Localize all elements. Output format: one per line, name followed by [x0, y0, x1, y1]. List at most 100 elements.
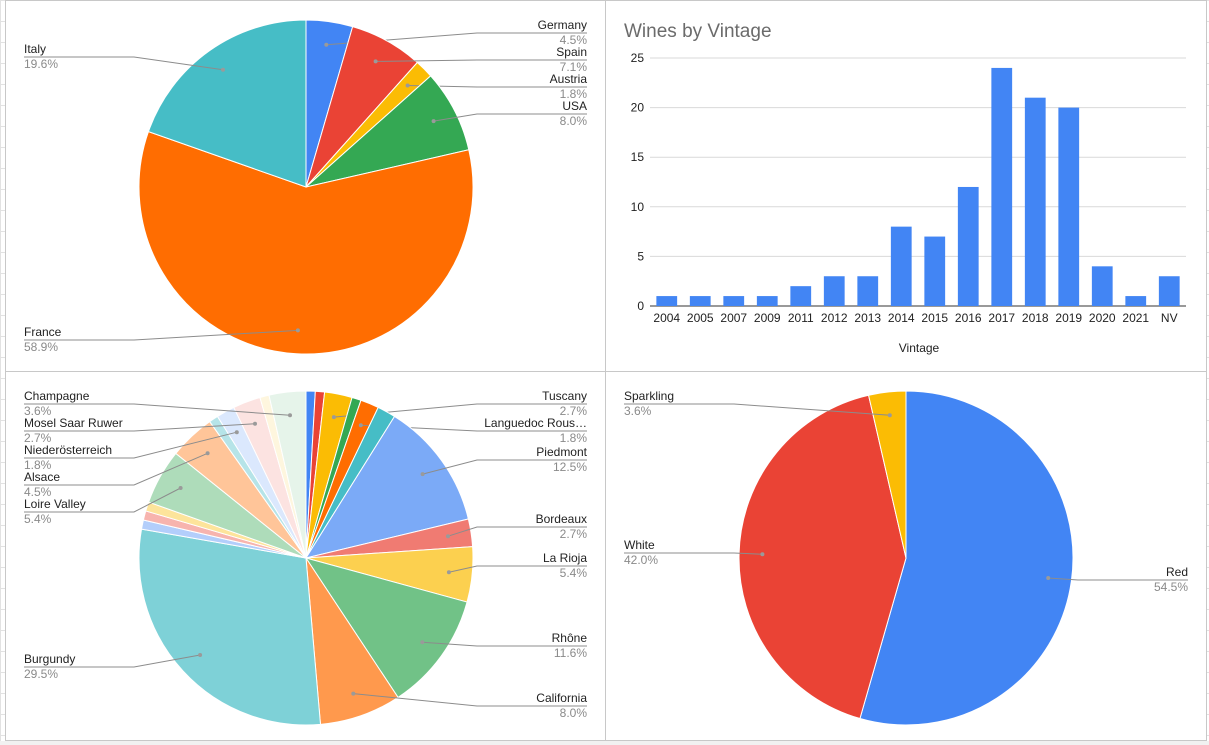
region-label-mosel-saar-ruwer: Mosel Saar Ruwer [24, 416, 123, 430]
bar-2018[interactable] [1024, 97, 1046, 307]
bar-x-tick-2011: 2011 [788, 311, 814, 325]
type-label-red: Red [1166, 565, 1188, 579]
bar-y-tick-0: 0 [637, 299, 644, 313]
country-percent-germany: 4.5% [560, 33, 588, 47]
sheet-bottom-bar [0, 741, 1209, 745]
bar-x-tick-2014: 2014 [888, 311, 915, 325]
region-label-california: California [536, 691, 587, 705]
country-leader-usa [433, 113, 587, 122]
bar-2015[interactable] [924, 236, 946, 306]
region-leader-bordeaux [447, 526, 587, 537]
vintage-bar-svg: Wines by Vintage Vintage 0 5 10 15 20 25 2004 2… [624, 21, 1186, 355]
type-percent-red: 54.5% [1154, 580, 1188, 594]
bar-2013[interactable] [857, 276, 879, 306]
bar-x-tick-2021: 2021 [1122, 311, 1149, 325]
bar-2005[interactable] [689, 296, 711, 306]
type-pie-slice-red[interactable] [859, 390, 1074, 726]
country-label-austria: Austria [550, 72, 588, 86]
region-leader-niederosterreich [24, 431, 237, 459]
country-leader-dot-usa [431, 119, 436, 124]
country-pie-slice-france[interactable] [138, 130, 474, 355]
bar-2012[interactable] [823, 276, 845, 306]
region-percent-rhone: 11.6% [554, 646, 587, 660]
bar-x-tick-2019: 2019 [1055, 311, 1082, 325]
type-leader-white [624, 552, 763, 555]
region-label-alsace: Alsace [24, 470, 60, 484]
region-percent-la-rioja: 5.4% [560, 566, 588, 580]
bar-x-tick-2013: 2013 [854, 311, 881, 325]
country-label-spain: Spain [556, 45, 587, 59]
country-percent-italy: 19.6% [24, 57, 58, 71]
country-label-france: France [24, 325, 62, 339]
bar-x-tick-2004: 2004 [653, 311, 680, 325]
type-pie-chart[interactable]: Red 54.5% White 42.0% Sparkling 3.6% [605, 371, 1207, 741]
bar-x-tick-2020: 2020 [1089, 311, 1116, 325]
bar-2019[interactable] [1058, 107, 1080, 306]
region-leader-dot-california [351, 691, 356, 696]
vintage-bar-chart[interactable]: Wines by Vintage Vintage 0 5 10 15 20 25 2004 2… [605, 0, 1207, 372]
country-percent-france: 58.9% [24, 340, 58, 354]
bar-x-tick-2009: 2009 [754, 311, 781, 325]
bar-2014[interactable] [890, 226, 912, 306]
region-leader-alsace [24, 452, 208, 486]
region-leader-champagne [24, 403, 291, 416]
country-label-usa: USA [562, 99, 587, 113]
region-leader-dot-rhone [420, 640, 425, 645]
region-pie-slice-rhone[interactable] [304, 557, 468, 699]
bar-x-tick-2017: 2017 [988, 311, 1015, 325]
bar-nv[interactable] [1158, 276, 1180, 306]
country-leader-dot-france [295, 328, 300, 333]
region-label-la-rioja: La Rioja [543, 551, 587, 565]
country-leader-italy [24, 56, 224, 71]
region-leader-dot-alsace [205, 451, 210, 456]
region-percent-california: 8.0% [560, 706, 588, 720]
type-pie-slice-sparkling[interactable] [867, 390, 907, 559]
region-pie-slice-burgundy[interactable] [138, 528, 322, 726]
bar-x-tick-2005: 2005 [687, 311, 714, 325]
bar-y-tick-10: 10 [631, 200, 645, 214]
country-label-italy: Italy [24, 42, 46, 56]
country-pie-slice-italy[interactable] [147, 19, 307, 188]
region-pie-slice-piedmont[interactable] [304, 415, 469, 559]
region-leader-dot-piedmont [420, 472, 425, 477]
bar-2007[interactable] [723, 296, 745, 306]
bar-2011[interactable] [790, 286, 812, 306]
region-leader-burgundy [24, 654, 201, 668]
country-leader-dot-austria [405, 83, 410, 88]
bar-2020[interactable] [1091, 266, 1113, 306]
bar-2021[interactable] [1125, 296, 1147, 306]
region-percent-languedoc-rous: 1.8% [560, 431, 588, 445]
region-leader-dot-la-rioja [446, 570, 451, 575]
bar-y-tick-20: 20 [631, 101, 645, 115]
bar-x-tick-2012: 2012 [821, 311, 848, 325]
country-label-germany: Germany [538, 18, 587, 32]
country-leader-dot-italy [221, 67, 225, 72]
region-percent-loire-valley: 5.4% [24, 512, 52, 526]
region-percent-niederosterreich: 1.8% [24, 458, 52, 472]
region-percent-bordeaux: 2.7% [560, 527, 588, 541]
bar-2016[interactable] [957, 186, 979, 306]
bar-chart-x-axis-title: Vintage [899, 341, 940, 355]
bar-y-tick-5: 5 [637, 249, 644, 263]
region-percent-piedmont: 12.5% [553, 460, 587, 474]
bar-x-tick-nv: NV [1161, 311, 1178, 325]
bar-2009[interactable] [756, 296, 778, 306]
country-percent-austria: 1.8% [560, 87, 588, 101]
type-leader-dot-sparkling [887, 413, 892, 418]
region-pie-slice-champagne[interactable] [268, 390, 307, 559]
region-label-burgundy: Burgundy [24, 652, 75, 666]
country-percent-usa: 8.0% [560, 114, 588, 128]
bar-2004[interactable] [656, 296, 678, 306]
region-percent-burgundy: 29.5% [24, 667, 58, 681]
region-pie-chart[interactable]: Tuscany 2.7% Languedoc Rous… 1.8% Piedmont 12… [5, 371, 606, 741]
country-pie-chart[interactable]: Germany 4.5% Spain 7.1% Austria 1.8% USA 8.0% Fr… [5, 0, 606, 372]
region-label-piedmont: Piedmont [536, 445, 587, 459]
region-leader-dot-bordeaux [446, 534, 450, 539]
type-leader-dot-white [760, 552, 765, 557]
bar-2017[interactable] [991, 67, 1013, 306]
region-leader-dot-burgundy [198, 653, 203, 657]
bar-chart-title: Wines by Vintage [624, 21, 772, 42]
type-leader-sparkling [624, 403, 890, 416]
